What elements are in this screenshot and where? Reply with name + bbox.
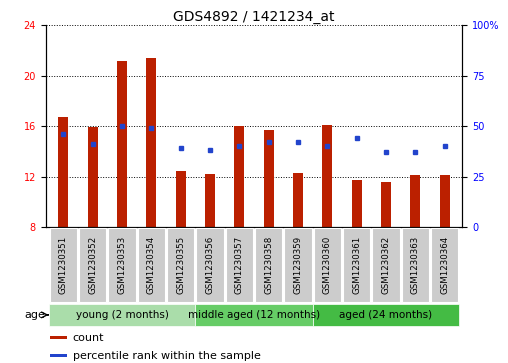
Text: middle aged (12 months): middle aged (12 months) — [188, 310, 320, 320]
Title: GDS4892 / 1421234_at: GDS4892 / 1421234_at — [173, 11, 335, 24]
Bar — [322, 125, 332, 227]
Bar — [58, 117, 69, 227]
Bar — [50, 354, 68, 357]
Text: GSM1230358: GSM1230358 — [264, 236, 273, 294]
Text: GSM1230362: GSM1230362 — [382, 236, 391, 294]
Bar — [49, 303, 196, 326]
Bar — [196, 228, 224, 302]
Text: GSM1230357: GSM1230357 — [235, 236, 244, 294]
Bar — [381, 182, 391, 227]
Text: GSM1230360: GSM1230360 — [323, 236, 332, 294]
Text: GSM1230359: GSM1230359 — [294, 236, 302, 294]
Bar — [313, 228, 341, 302]
Text: GSM1230355: GSM1230355 — [176, 236, 185, 294]
Bar — [167, 228, 195, 302]
Bar — [284, 228, 312, 302]
Bar — [79, 228, 106, 302]
Text: GSM1230354: GSM1230354 — [147, 236, 156, 294]
Bar — [196, 303, 312, 326]
Bar — [176, 171, 186, 227]
Bar — [352, 180, 362, 227]
Bar — [117, 61, 127, 227]
Bar — [50, 228, 77, 302]
Bar — [343, 228, 370, 302]
Bar — [402, 228, 429, 302]
Bar — [264, 130, 274, 227]
Text: young (2 months): young (2 months) — [76, 310, 169, 320]
Bar — [108, 228, 136, 302]
Text: age: age — [24, 310, 45, 320]
Text: GSM1230363: GSM1230363 — [411, 236, 420, 294]
Bar — [226, 228, 253, 302]
Bar — [293, 173, 303, 227]
Text: GSM1230351: GSM1230351 — [59, 236, 68, 294]
Text: GSM1230353: GSM1230353 — [117, 236, 126, 294]
Bar — [431, 228, 458, 302]
Bar — [439, 175, 450, 227]
Text: GSM1230361: GSM1230361 — [352, 236, 361, 294]
Bar — [372, 228, 400, 302]
Bar — [87, 127, 98, 227]
Bar — [146, 58, 156, 227]
Text: GSM1230352: GSM1230352 — [88, 236, 97, 294]
Text: GSM1230356: GSM1230356 — [206, 236, 214, 294]
Text: count: count — [73, 333, 104, 343]
Text: aged (24 months): aged (24 months) — [339, 310, 433, 320]
Bar — [312, 303, 459, 326]
Text: GSM1230364: GSM1230364 — [440, 236, 449, 294]
Bar — [138, 228, 165, 302]
Bar — [410, 175, 421, 227]
Bar — [205, 174, 215, 227]
Bar — [255, 228, 282, 302]
Bar — [50, 336, 68, 339]
Bar — [234, 126, 244, 227]
Text: percentile rank within the sample: percentile rank within the sample — [73, 351, 261, 361]
